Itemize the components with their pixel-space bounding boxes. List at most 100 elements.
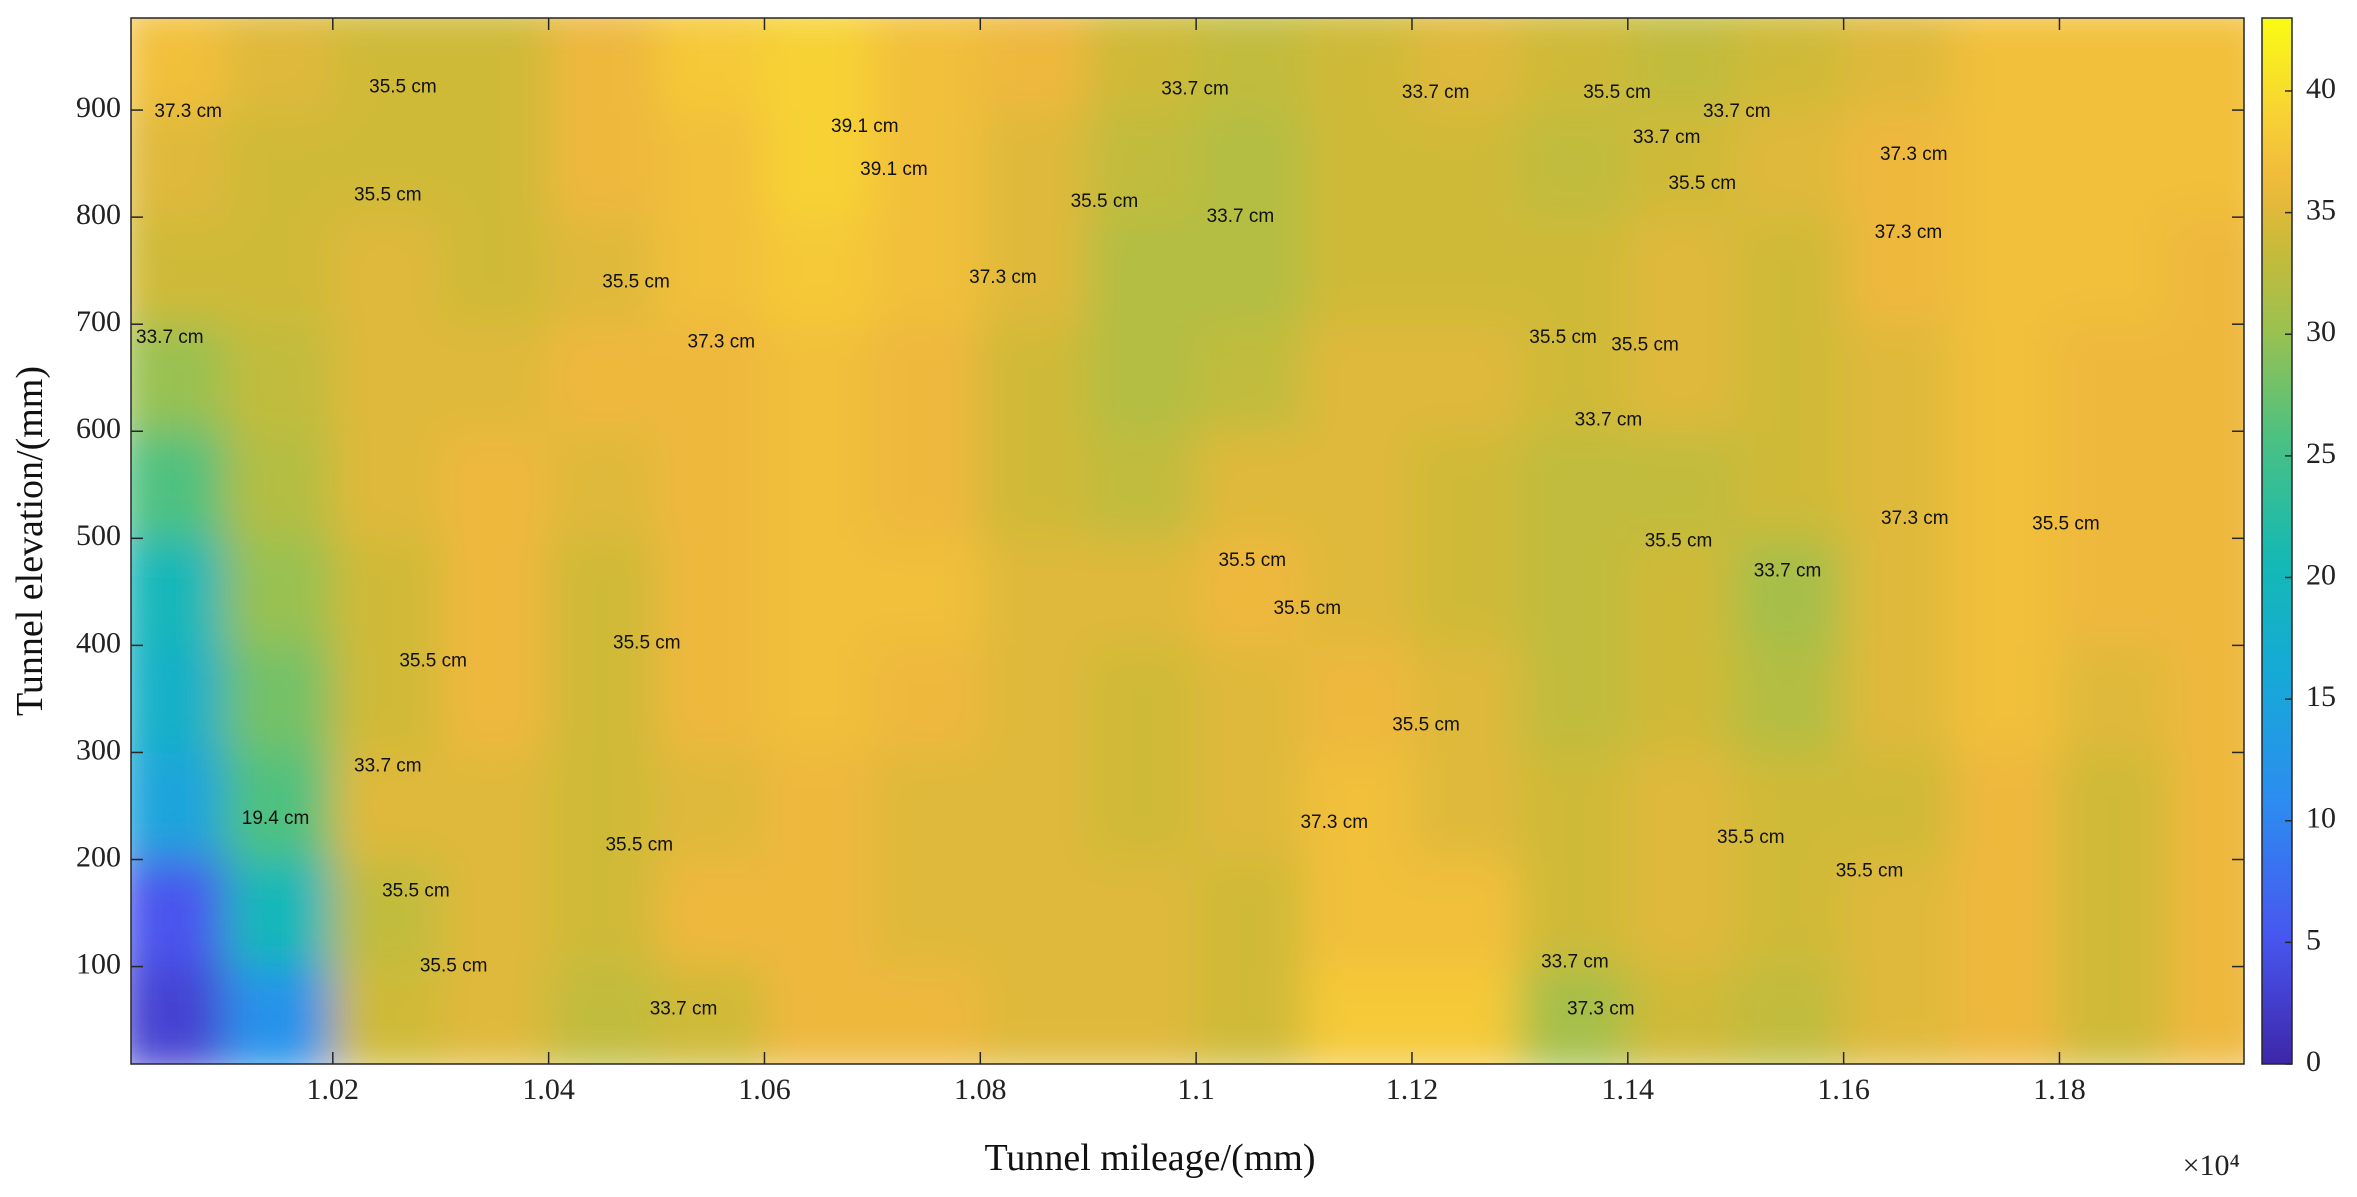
contour-label: 33.7 cm xyxy=(1703,101,1771,122)
field-cell xyxy=(2058,323,2168,432)
field-cell xyxy=(1411,859,1521,968)
field-cell xyxy=(2166,216,2244,325)
field-cell xyxy=(871,537,981,646)
field-cell xyxy=(656,966,765,1064)
field-cell xyxy=(332,18,442,111)
contour-label: 35.5 cm xyxy=(1668,173,1736,194)
field-cell xyxy=(979,751,1089,861)
x-tick-label: 1.12 xyxy=(1386,1073,1439,1106)
field-cell xyxy=(2166,859,2244,968)
field-cell xyxy=(2058,537,2168,646)
field-cell xyxy=(224,859,334,968)
field-cell xyxy=(2166,537,2244,646)
field-cell xyxy=(1843,430,1953,539)
field-cell xyxy=(1951,216,2060,325)
field-cell xyxy=(332,430,442,539)
field-cell xyxy=(1627,751,1737,861)
field-cell xyxy=(1411,323,1521,432)
x-tick-label: 1.1 xyxy=(1177,1073,1215,1106)
y-tick-label: 200 xyxy=(76,840,121,873)
field-cell xyxy=(763,537,873,646)
field-cell xyxy=(1951,644,2060,753)
field-cell xyxy=(1843,966,1953,1064)
field-cell xyxy=(1195,216,1305,325)
field-cell xyxy=(2058,644,2168,753)
contour-label: 33.7 cm xyxy=(1402,82,1470,103)
field-cell xyxy=(1195,109,1305,218)
field-cell xyxy=(131,966,226,1064)
axes: 1.02 1.04 1.06 1.08 1.1 1.12 1.14 1.16 1.1810020… xyxy=(76,17,2336,1106)
field-cell xyxy=(440,109,550,218)
field-cell xyxy=(1303,216,1413,325)
field-cell xyxy=(2166,323,2244,432)
field-cell xyxy=(871,751,981,861)
field-cell xyxy=(1519,859,1629,968)
field-cell xyxy=(1195,430,1305,539)
field-cell xyxy=(656,109,765,218)
y-tick-label: 300 xyxy=(76,733,121,766)
colorbar-tick-label: 5 xyxy=(2306,923,2321,956)
field-cell xyxy=(2058,18,2168,111)
field-cell xyxy=(1195,644,1305,753)
field-cell xyxy=(1843,109,1953,218)
field-cell xyxy=(548,109,658,218)
field-cell xyxy=(1735,323,1845,432)
field-cell xyxy=(1195,537,1305,646)
field-cell xyxy=(979,859,1089,968)
contour-label: 35.5 cm xyxy=(369,77,437,98)
field-cell xyxy=(1087,966,1197,1064)
field-cell xyxy=(440,966,550,1064)
field-cell xyxy=(440,751,550,861)
field-cell xyxy=(1087,751,1197,861)
contour-label: 35.5 cm xyxy=(1645,531,1713,552)
colorbar-tick-label: 0 xyxy=(2306,1045,2321,1078)
contour-label: 37.3 cm xyxy=(1300,812,1368,833)
field-cell xyxy=(979,537,1089,646)
field-cell xyxy=(2166,18,2244,111)
field-cell xyxy=(656,18,765,111)
contour-label: 33.7 cm xyxy=(1161,79,1229,100)
contour-label: 37.3 cm xyxy=(1567,998,1635,1019)
contour-label: 37.3 cm xyxy=(1880,144,1948,165)
field-cell xyxy=(1843,18,1953,111)
contour-label: 37.3 cm xyxy=(1881,508,1949,529)
field-cell xyxy=(1843,537,1953,646)
field-cell xyxy=(979,430,1089,539)
field-cell xyxy=(1519,537,1629,646)
field-cell xyxy=(979,18,1089,111)
field-cell xyxy=(1735,751,1845,861)
field-cell xyxy=(332,966,442,1064)
field-cell xyxy=(332,109,442,218)
y-tick-label: 700 xyxy=(76,305,121,338)
field-cell xyxy=(548,644,658,753)
field-cell xyxy=(1519,18,1629,111)
field-cell xyxy=(1951,18,2060,111)
x-tick-label: 1.14 xyxy=(1602,1073,1655,1106)
field-cell xyxy=(332,751,442,861)
field-cell xyxy=(1195,751,1305,861)
field-cell xyxy=(2166,430,2244,539)
field-cell xyxy=(1627,859,1737,968)
field-cell xyxy=(1627,430,1737,539)
colorbar-tick-label: 25 xyxy=(2306,437,2336,470)
contour-label: 35.5 cm xyxy=(1218,550,1286,571)
field-cell xyxy=(224,18,334,111)
field-cell xyxy=(2166,966,2244,1064)
field-cell xyxy=(656,537,765,646)
contour-label: 35.5 cm xyxy=(602,271,670,292)
field-cell xyxy=(1951,323,2060,432)
field-cell xyxy=(1411,751,1521,861)
field-cell xyxy=(1087,430,1197,539)
contour-label: 33.7 cm xyxy=(1754,561,1822,582)
x-axis-label: Tunnel mileage/(mm) xyxy=(984,1137,1315,1179)
field-cell xyxy=(2058,216,2168,325)
field-cell xyxy=(131,751,226,861)
field-cell xyxy=(1087,644,1197,753)
field-cell xyxy=(1195,323,1305,432)
field-cell xyxy=(763,751,873,861)
field-cell xyxy=(1627,109,1737,218)
field-cell xyxy=(2166,109,2244,218)
field-cell xyxy=(332,537,442,646)
plot-area xyxy=(131,18,2244,1064)
